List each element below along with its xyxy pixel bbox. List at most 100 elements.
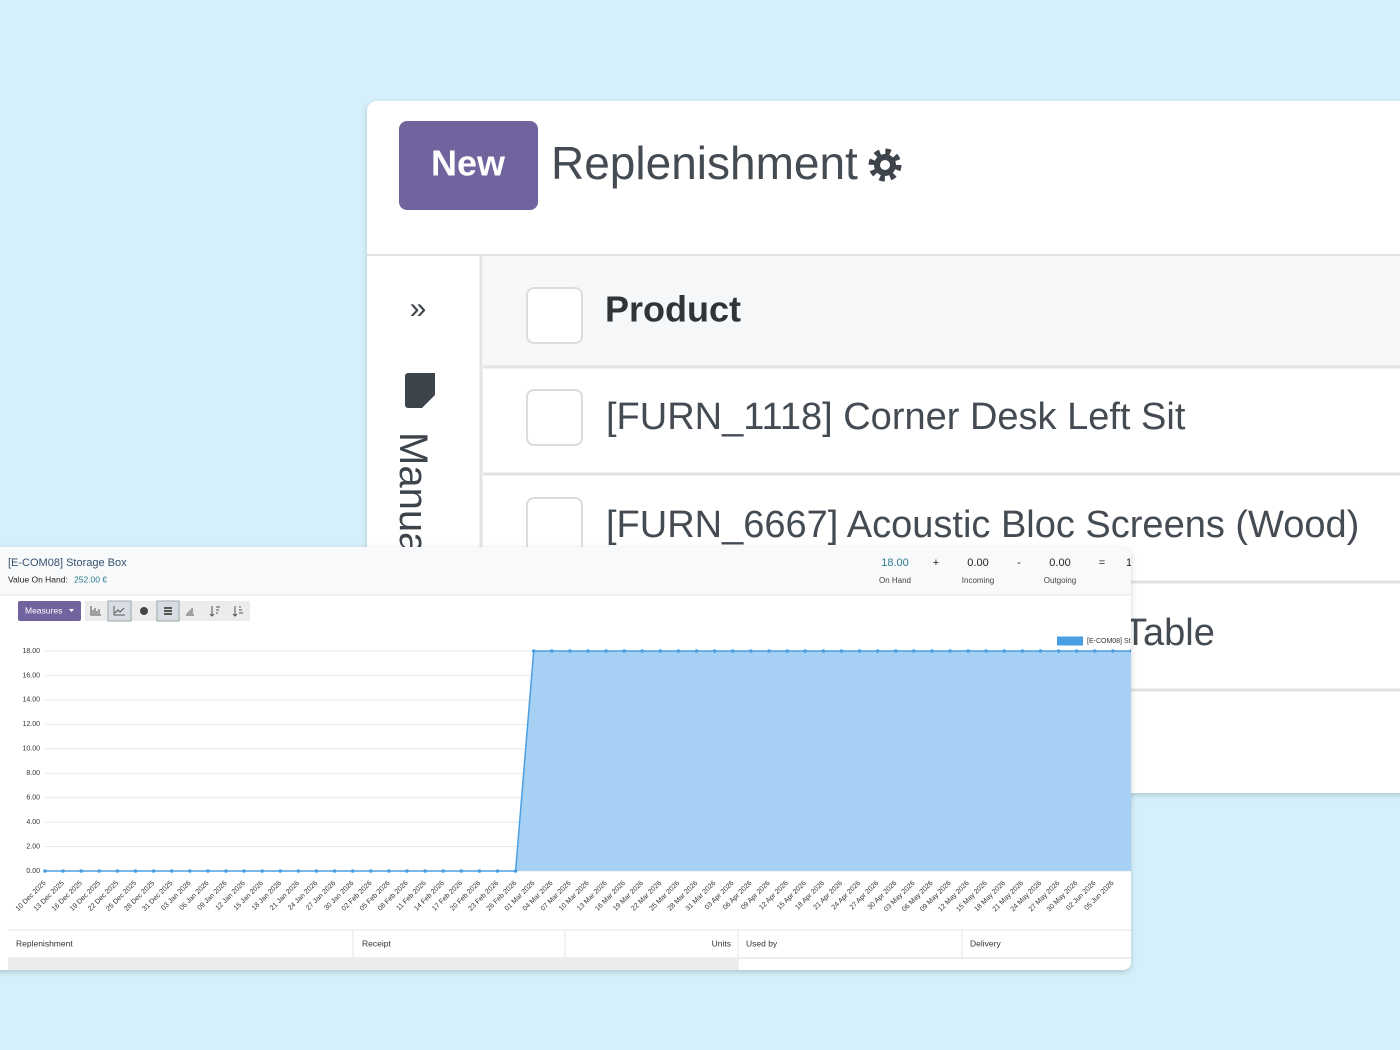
point	[332, 869, 337, 873]
row-label[interactable]: [FURN_6667] Acoustic Bloc Screens (Wood)	[606, 504, 1359, 546]
sidebar-label: Manua	[391, 432, 435, 555]
point	[314, 869, 319, 873]
point	[1020, 649, 1025, 653]
point	[296, 869, 301, 873]
cumulative-button[interactable]	[186, 608, 194, 616]
sort-asc-button[interactable]	[232, 606, 243, 617]
point	[568, 649, 572, 653]
point	[694, 649, 699, 653]
view-buttons	[85, 600, 250, 622]
point	[1074, 649, 1079, 653]
incoming-value: 0.00	[967, 557, 988, 569]
value-label: Value On Hand:	[8, 574, 68, 584]
new-button-label: New	[431, 143, 506, 184]
point	[893, 649, 898, 653]
bar-chart-button[interactable]	[90, 606, 101, 616]
table-row	[8, 959, 738, 970]
expand-icon[interactable]: »	[410, 292, 427, 325]
point	[767, 649, 771, 653]
forecast-value: 1	[1126, 557, 1132, 569]
point	[1129, 649, 1131, 653]
caret	[69, 609, 74, 612]
y-tick-label: 0.00	[26, 868, 40, 875]
point	[188, 869, 192, 873]
point	[712, 649, 717, 653]
y-tick-label: 10.00	[22, 746, 40, 753]
point	[622, 649, 626, 653]
column-header: Units	[712, 938, 731, 948]
table-header	[483, 256, 1400, 366]
measures-button[interactable]	[18, 601, 81, 621]
point	[731, 649, 735, 653]
area	[45, 651, 1131, 871]
operator: =	[1099, 557, 1105, 569]
checkbox[interactable]	[526, 389, 583, 446]
point	[1002, 649, 1007, 653]
point	[803, 649, 807, 653]
point	[206, 869, 210, 873]
point	[550, 649, 554, 653]
point	[875, 649, 880, 653]
point	[350, 869, 355, 873]
y-tick-label: 12.00	[22, 721, 40, 728]
point	[1111, 649, 1115, 653]
point	[586, 649, 590, 653]
y-tick-label: 8.00	[26, 770, 40, 777]
column-header: Product	[605, 289, 741, 330]
point	[79, 869, 83, 873]
point	[1056, 649, 1061, 653]
y-tick-label: 18.00	[22, 648, 40, 655]
point	[423, 869, 427, 873]
line-chart-icon	[113, 606, 125, 616]
point	[785, 649, 789, 653]
row-label[interactable]: [FURN_1118] Corner Desk Left Sit	[606, 396, 1186, 438]
point	[513, 869, 518, 873]
column-header: Receipt	[362, 938, 391, 948]
point	[930, 649, 934, 653]
point	[61, 869, 65, 873]
point	[948, 649, 952, 653]
checkbox[interactable]	[526, 497, 583, 554]
point	[115, 869, 120, 873]
point	[604, 649, 608, 653]
point	[839, 649, 844, 653]
point	[821, 649, 826, 653]
column-header: Delivery	[970, 938, 1001, 948]
point	[369, 869, 373, 873]
point	[1038, 649, 1043, 653]
point	[278, 869, 283, 873]
new-button[interactable]	[399, 121, 538, 210]
value-amount: 252.00 €	[74, 574, 107, 584]
line	[45, 650, 1131, 872]
stacked-icon	[164, 607, 172, 615]
on-hand-value: 18.00	[881, 557, 909, 569]
point	[640, 649, 645, 653]
pie-chart-button[interactable]	[140, 607, 148, 615]
point	[857, 649, 862, 653]
point	[405, 869, 409, 873]
point	[224, 869, 228, 873]
point	[151, 869, 156, 873]
on-hand-label: On Hand	[879, 576, 911, 585]
measures-label: Measures	[25, 605, 62, 615]
outgoing-value: 0.00	[1049, 557, 1070, 569]
operator: +	[933, 557, 939, 569]
point	[441, 869, 446, 873]
checkbox[interactable]	[526, 287, 583, 344]
panel-header	[0, 547, 1131, 595]
y-tick-label: 14.00	[22, 697, 40, 704]
point	[984, 649, 988, 653]
settings-gear[interactable]	[868, 148, 902, 182]
point	[242, 869, 246, 873]
product-name[interactable]: [E-COM08] Storage Box	[8, 557, 127, 569]
point	[477, 869, 482, 873]
column-header: Used by	[746, 938, 778, 948]
sort-desc-button[interactable]	[209, 606, 220, 617]
legend-label: [E-COM08] Storage Box	[1087, 638, 1163, 645]
point	[387, 869, 391, 873]
operator: -	[1017, 557, 1021, 569]
y-tick-label: 4.00	[26, 819, 40, 826]
row-label[interactable]: Table	[1124, 612, 1215, 654]
